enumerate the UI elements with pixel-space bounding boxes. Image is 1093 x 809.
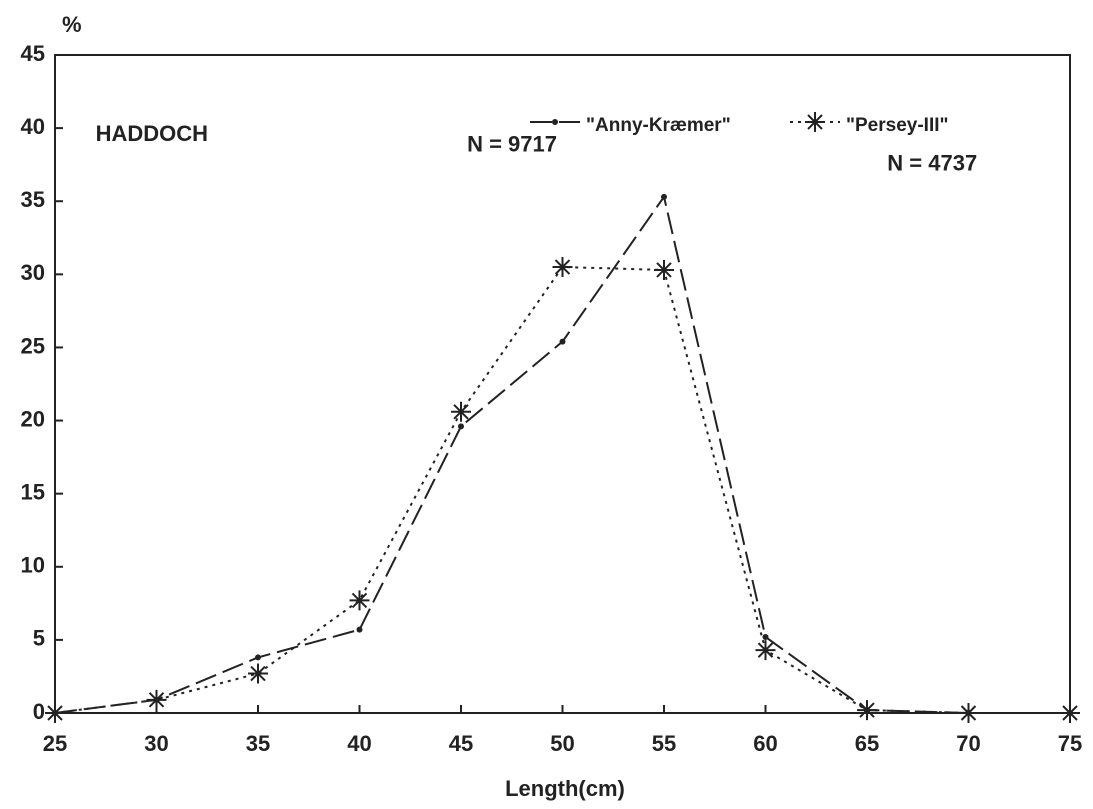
marker <box>248 663 268 684</box>
legend-marker <box>552 119 558 125</box>
x-tick-label: 35 <box>246 731 270 756</box>
x-tick-label: 55 <box>652 731 676 756</box>
x-tick-label: 40 <box>347 731 371 756</box>
y-tick-label: 25 <box>21 333 45 358</box>
marker <box>661 193 667 200</box>
marker <box>349 590 370 611</box>
marker <box>958 703 979 723</box>
x-axis-label: Length(cm) <box>505 776 625 801</box>
y-tick-label: 40 <box>21 114 45 139</box>
legend-marker <box>805 112 825 132</box>
x-tick-label: 50 <box>550 731 574 756</box>
y-tick-label: 35 <box>21 187 45 212</box>
x-tick-label: 30 <box>144 731 168 756</box>
legend-label: "Persey-III" <box>846 115 949 136</box>
marker <box>45 703 65 723</box>
marker <box>755 640 776 661</box>
x-tick-label: 60 <box>753 731 777 756</box>
marker <box>255 654 261 661</box>
marker <box>1060 703 1080 723</box>
annotation: N = 4737 <box>887 150 977 175</box>
marker <box>458 423 464 430</box>
x-tick-label: 45 <box>449 731 473 756</box>
marker <box>654 259 674 280</box>
marker <box>559 338 566 345</box>
annotation: N = 9717 <box>467 131 557 156</box>
y-tick-label: 45 <box>21 41 45 66</box>
x-tick-label: 75 <box>1058 731 1082 756</box>
y-tick-label: 0 <box>33 699 45 724</box>
legend-label: "Anny-Kræmer" <box>586 115 731 136</box>
y-tick-label: 30 <box>21 260 45 285</box>
y-tick-label: 5 <box>33 626 45 651</box>
annotation: HADDOCH <box>96 121 208 146</box>
x-tick-label: 65 <box>855 731 879 756</box>
marker <box>552 257 573 278</box>
x-tick-label: 70 <box>956 731 980 756</box>
marker <box>857 700 877 721</box>
marker <box>356 626 363 633</box>
marker <box>762 633 769 640</box>
marker <box>451 401 471 422</box>
y-axis-label: % <box>62 12 82 37</box>
y-tick-label: 10 <box>21 553 45 578</box>
series-line <box>54 266 1070 714</box>
marker <box>146 689 167 710</box>
y-tick-label: 15 <box>21 479 45 504</box>
y-tick-label: 20 <box>21 406 45 431</box>
x-tick-label: 25 <box>43 731 67 756</box>
